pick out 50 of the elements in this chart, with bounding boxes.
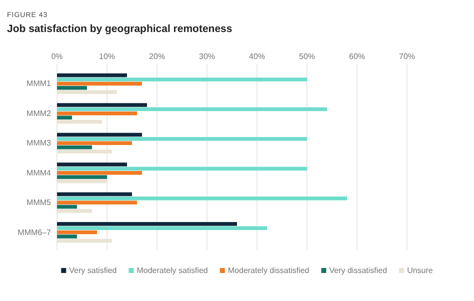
bar xyxy=(57,204,77,209)
bar xyxy=(57,230,97,234)
legend-label: Unsure xyxy=(407,266,434,275)
bar xyxy=(57,170,142,175)
x-tick-label: 50% xyxy=(298,52,316,61)
y-tick-label: MMM3 xyxy=(26,138,52,148)
bar xyxy=(57,222,237,226)
legend-label: Very satisfied xyxy=(69,266,117,275)
x-tick-label: 70% xyxy=(398,52,416,61)
bar xyxy=(57,132,142,137)
bar xyxy=(57,90,117,94)
bar xyxy=(57,120,102,124)
y-tick-label: MMM1 xyxy=(26,79,52,88)
bar xyxy=(57,166,307,171)
bar xyxy=(57,103,147,107)
bar xyxy=(57,73,127,78)
bar xyxy=(57,150,112,154)
bar xyxy=(57,86,87,90)
bar xyxy=(57,162,127,166)
bar xyxy=(57,200,137,204)
x-tick-label: 60% xyxy=(348,52,366,61)
bar xyxy=(57,145,92,150)
bar xyxy=(57,107,327,112)
bar xyxy=(57,112,137,116)
bar xyxy=(57,226,267,230)
bar xyxy=(57,141,132,146)
legend-label: Very dissatisfied xyxy=(329,266,388,275)
x-tick-label: 0% xyxy=(51,52,63,61)
bar xyxy=(57,238,112,243)
bar xyxy=(57,78,307,82)
bar xyxy=(57,116,72,120)
chart-title: Job satisfaction by geographical remoteness xyxy=(7,23,232,35)
x-tick-label: 10% xyxy=(98,52,116,61)
y-tick-label: MMM4 xyxy=(26,168,52,178)
bar xyxy=(57,179,107,184)
y-tick-label: MMM2 xyxy=(26,108,52,118)
x-tick-label: 30% xyxy=(198,52,216,61)
bar xyxy=(57,137,307,141)
bar xyxy=(57,234,77,238)
x-tick-label: 40% xyxy=(248,52,266,61)
legend-label: Moderately dissatisfied xyxy=(228,266,310,275)
y-tick-label: MMM5 xyxy=(26,198,52,208)
x-tick-label: 20% xyxy=(148,52,166,61)
bar xyxy=(57,192,132,196)
bar xyxy=(57,196,347,200)
bar xyxy=(57,209,92,213)
legend-label: Moderately satisfied xyxy=(136,266,208,275)
y-tick-label: MMM6–7 xyxy=(18,228,52,237)
bar xyxy=(57,175,107,179)
bar xyxy=(57,82,142,86)
